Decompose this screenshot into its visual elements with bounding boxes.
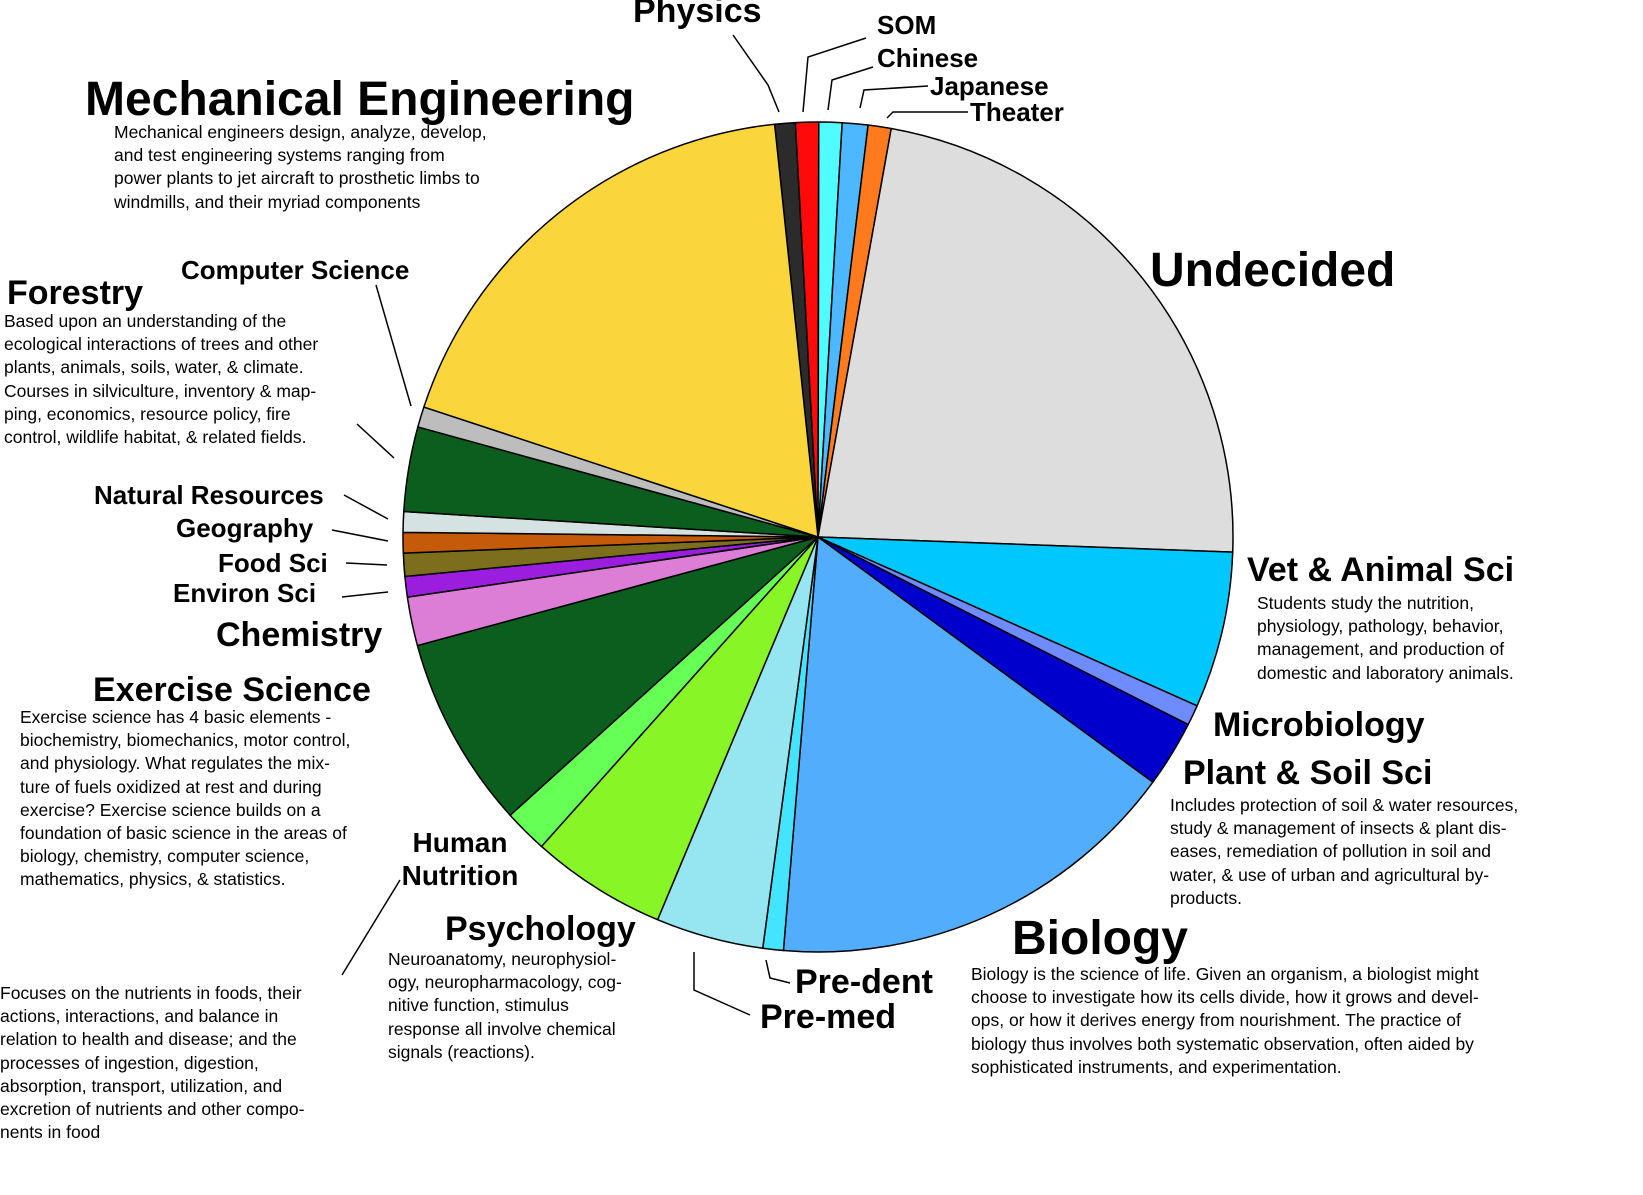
desc-vet-animal-sci: Students study the nutrition, physiology… bbox=[1257, 593, 1514, 683]
label-chemistry: Chemistry bbox=[216, 616, 383, 654]
desc-forestry: Based upon an understanding of the ecolo… bbox=[4, 311, 319, 448]
leader-line-som bbox=[802, 37, 867, 113]
pie-slice-biology bbox=[782, 536, 1154, 953]
leader-line-japanese bbox=[859, 85, 929, 109]
pie-slice-psychology bbox=[540, 536, 819, 921]
leader-line-environ-sci bbox=[341, 591, 389, 598]
pie-slice-mechanical-engineering bbox=[423, 123, 819, 538]
leader-line-chinese bbox=[827, 66, 874, 111]
label-plant-soil-sci: Plant & Soil Sci bbox=[1183, 754, 1433, 792]
label-chinese: Chinese bbox=[877, 43, 979, 73]
desc-human-nutrition: Focuses on the nutrients in foods, their… bbox=[0, 983, 305, 1143]
label-japanese: Japanese bbox=[930, 71, 1049, 101]
label-environ-sci: Environ Sci bbox=[173, 578, 317, 608]
leader-line-physics bbox=[732, 34, 780, 113]
leader-lines bbox=[331, 34, 968, 1016]
pie-slice-undecided bbox=[817, 127, 1234, 553]
label-food-sci: Food Sci bbox=[218, 548, 328, 578]
pie-slice-vet-animal-sci bbox=[817, 536, 1234, 707]
label-psychology: Psychology bbox=[445, 910, 636, 948]
label-pre-med: Pre-med bbox=[760, 998, 897, 1036]
label-computer-science: Computer Science bbox=[181, 255, 410, 285]
desc-biology: Biology is the science of life. Given an… bbox=[971, 964, 1479, 1077]
label-exercise-science: Exercise Science bbox=[93, 671, 371, 709]
desc-psychology: Neuroanatomy, neurophysiol- ogy, neuroph… bbox=[388, 949, 622, 1062]
label-forestry: Forestry bbox=[7, 274, 144, 312]
leader-line-pre-dent bbox=[765, 959, 791, 984]
leader-line-geography bbox=[331, 529, 389, 542]
label-mechanical-engineering: Mechanical Engineering bbox=[85, 73, 635, 126]
label-human-nutrition: Human Nutrition bbox=[401, 827, 519, 891]
label-geography: Geography bbox=[176, 513, 314, 543]
label-natural-resources: Natural Resources bbox=[94, 480, 324, 510]
leader-line-human-nutrition bbox=[341, 879, 401, 976]
leader-line-natural-resources bbox=[343, 494, 389, 520]
leader-line-pre-med bbox=[693, 952, 751, 1016]
label-som: SOM bbox=[877, 10, 937, 40]
desc-plant-soil-sci: Includes protection of soil & water reso… bbox=[1170, 795, 1519, 908]
label-undecided: Undecided bbox=[1150, 244, 1396, 297]
leader-line-forestry bbox=[356, 423, 395, 459]
pie-slice-exercise-science bbox=[416, 536, 819, 817]
label-theater: Theater bbox=[970, 97, 1064, 127]
label-microbiology: Microbiology bbox=[1213, 706, 1425, 744]
label-vet-animal-sci: Vet & Animal Sci bbox=[1247, 551, 1515, 589]
label-pre-dent: Pre-dent bbox=[795, 963, 933, 1001]
leader-line-computer-science bbox=[375, 284, 412, 407]
leader-line-food-sci bbox=[345, 562, 388, 566]
leader-line-theater bbox=[886, 111, 968, 119]
label-biology: Biology bbox=[1012, 912, 1188, 965]
desc-mechanical-engineering: Mechanical engineers design, analyze, de… bbox=[114, 122, 487, 212]
label-physics: Physics bbox=[633, 0, 762, 30]
desc-exercise-science: Exercise science has 4 basic elements - … bbox=[20, 707, 351, 890]
